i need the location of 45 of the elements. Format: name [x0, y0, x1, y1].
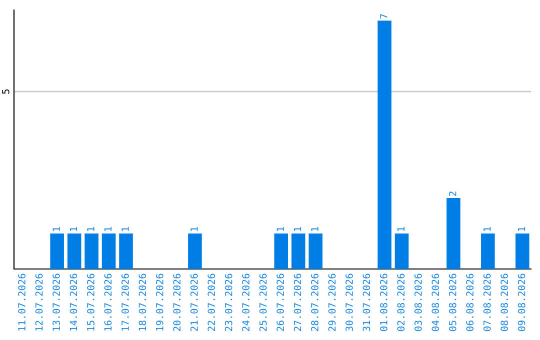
data-label: 1	[52, 226, 60, 231]
x-tick-label: 04.08.2026	[432, 274, 440, 332]
x-tick-label: 17.07.2026	[122, 274, 129, 331]
x-tick-label: 23.07.2026	[224, 274, 232, 331]
data-label: 1	[190, 226, 198, 231]
x-tick-label: 31.07.2026	[362, 274, 370, 332]
y-tick-label: 5	[2, 89, 10, 94]
data-label: 1	[397, 226, 404, 231]
data-label: 1	[518, 226, 526, 231]
data-label: 1	[87, 226, 94, 231]
x-tick-label: 14.07.2026	[70, 274, 78, 331]
x-tick-label: 29.07.2026	[328, 274, 336, 331]
x-tick-label: 02.08.2026	[397, 274, 405, 332]
x-tick-label: 27.07.2026	[294, 274, 302, 331]
x-tick-label: 16.07.2026	[104, 274, 112, 331]
x-tick-label: 26.07.2026	[276, 274, 284, 331]
x-tick-label: 13.07.2026	[52, 274, 60, 331]
x-tick-label: 05.08.2026	[448, 274, 456, 332]
x-tick-label: 06.08.2026	[466, 274, 474, 332]
x-tick-label: 19.07.2026	[156, 274, 164, 331]
x-tick-label: 11.07.2026	[18, 274, 26, 331]
data-label: 1	[311, 226, 318, 231]
x-tick-label: 21.07.2026	[190, 274, 198, 331]
x-tick-label: 01.08.2026	[380, 274, 388, 332]
x-tick-label: 09.08.2026	[518, 274, 526, 332]
data-label: 2	[448, 192, 456, 196]
x-tick-label: 18.07.2026	[138, 274, 146, 331]
data-label: 1	[294, 226, 302, 231]
data-label: 1	[122, 226, 129, 231]
x-tick-label: 24.07.2026	[242, 274, 250, 331]
x-tick-label: 07.08.2026	[483, 274, 491, 332]
data-label: 1	[484, 226, 491, 231]
data-label: 1	[104, 226, 112, 231]
x-tick-label: 03.08.2026	[414, 274, 422, 332]
x-tick-label: 25.07.2026	[259, 274, 267, 331]
data-label: 7	[380, 14, 388, 19]
x-tick-label: 28.07.2026	[311, 274, 318, 331]
data-label: 1	[70, 226, 78, 231]
x-tick-label: 20.07.2026	[173, 274, 181, 331]
x-tick-label: 08.08.2026	[500, 274, 508, 332]
data-label: 1	[276, 226, 284, 231]
x-tick-label: 15.07.2026	[87, 274, 94, 331]
x-tick-label: 30.07.2026	[346, 274, 353, 332]
x-tick-label: 12.07.2026	[35, 274, 43, 331]
x-tick-label: 22.07.2026	[208, 274, 216, 331]
